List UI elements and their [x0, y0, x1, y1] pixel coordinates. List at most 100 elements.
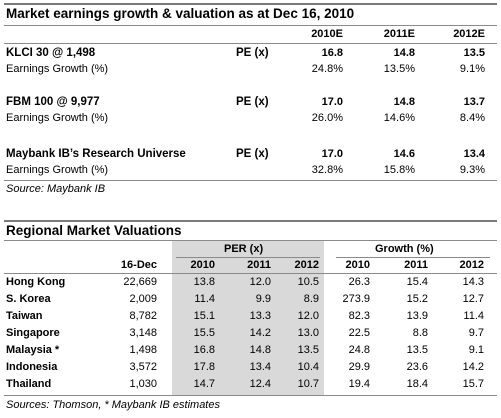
growth-value: 9.1: [468, 344, 484, 356]
per-value: 12.4: [249, 378, 271, 390]
growth-value: 15.8%: [383, 164, 415, 176]
pe-value: 13.7: [463, 96, 485, 108]
index-level: 3,572: [129, 361, 157, 373]
pe-label: PE (x): [236, 96, 269, 108]
market-name: Singapore: [6, 327, 60, 339]
per-value: 14.8: [249, 344, 271, 356]
per-value: 8.9: [303, 293, 319, 305]
growth-value: 82.3: [348, 310, 370, 322]
per-value: 17.8: [193, 361, 215, 373]
per-value: 12.0: [249, 276, 271, 288]
col-header-per-2010: 2010: [190, 259, 215, 271]
pe-label: PE (x): [236, 47, 269, 59]
growth-group-header: Growth (%): [375, 243, 434, 255]
col-header-16-dec: 16-Dec: [120, 259, 157, 271]
pe-label: PE (x): [236, 148, 269, 160]
top-table-title: Market earnings growth & valuation as at…: [6, 6, 355, 21]
growth-value: 11.4: [463, 310, 484, 322]
per-value: 10.5: [297, 276, 319, 288]
per-value: 9.9: [255, 293, 271, 305]
growth-value: 9.7: [468, 327, 484, 339]
col-header-2011e: 2011E: [383, 28, 415, 40]
growth-value: 29.9: [348, 361, 370, 373]
per-value: 10.4: [297, 361, 319, 373]
per-group-header: PER (x): [224, 243, 264, 255]
bottom-table-rule: [4, 395, 497, 396]
col-header-growth-2011: 2011: [404, 259, 428, 271]
col-header-per-2012: 2012: [294, 259, 319, 271]
growth-value: 26.3: [348, 276, 370, 288]
growth-value: 9.3%: [459, 164, 485, 176]
top-bottom-rule: [4, 180, 497, 181]
market-name: Hong Kong: [6, 276, 66, 288]
growth-value: 15.4: [406, 276, 428, 288]
per-value: 16.8: [193, 344, 215, 356]
pe-value: 14.8: [393, 47, 415, 59]
per-shaded-column-band: [172, 240, 324, 395]
growth-value: 8.4%: [459, 112, 485, 124]
group-name: KLCI 30 @ 1,498: [6, 47, 96, 59]
pe-value: 16.8: [321, 47, 343, 59]
pe-value: 14.8: [393, 96, 415, 108]
top-rule: [4, 3, 497, 5]
pe-value: 14.6: [393, 148, 415, 160]
index-level: 1,030: [129, 378, 157, 390]
growth-value: 24.8%: [311, 63, 343, 75]
growth-value: 22.5: [348, 327, 370, 339]
growth-value: 14.6%: [383, 112, 415, 124]
group-name: Maybank IB’s Research Universe: [6, 148, 186, 160]
market-name: Indonesia: [6, 361, 58, 373]
index-level: 1,498: [129, 344, 157, 356]
per-value: 13.4: [249, 361, 271, 373]
per-value: 13.8: [193, 276, 215, 288]
growth-value: 8.8: [412, 327, 428, 339]
growth-value: 18.4: [406, 378, 428, 390]
growth-label: Earnings Growth (%): [6, 164, 109, 176]
per-value: 13.0: [297, 327, 319, 339]
per-value: 15.5: [193, 327, 215, 339]
col-header-2012e: 2012E: [453, 28, 485, 40]
col-header-per-2011: 2011: [247, 259, 271, 271]
growth-group-underline: [336, 257, 490, 258]
bottom-source-note: Sources: Thomson, * Maybank IB estimates: [6, 399, 220, 411]
growth-label: Earnings Growth (%): [6, 112, 109, 124]
per-value: 10.7: [297, 378, 319, 390]
bottom-header-rule: [4, 273, 497, 274]
bottom-title-underline: [4, 240, 497, 241]
per-value: 12.0: [297, 310, 319, 322]
market-name: S. Korea: [6, 293, 51, 305]
index-level: 22,669: [123, 276, 157, 288]
growth-value: 14.2: [462, 361, 484, 373]
bottom-rule-top: [4, 220, 497, 222]
per-value: 15.1: [193, 310, 215, 322]
per-value: 13.3: [249, 310, 271, 322]
growth-value: 13.5: [406, 344, 428, 356]
growth-value: 19.4: [348, 378, 370, 390]
growth-value: 15.7: [462, 378, 484, 390]
index-level: 3,148: [129, 327, 157, 339]
index-level: 2,009: [129, 293, 157, 305]
per-value: 14.2: [249, 327, 271, 339]
per-group-underline: [176, 257, 320, 258]
growth-value: 23.6: [406, 361, 428, 373]
growth-value: 32.8%: [311, 164, 343, 176]
growth-value: 13.9: [406, 310, 428, 322]
growth-value: 13.5%: [383, 63, 415, 75]
pe-value: 13.4: [463, 148, 485, 160]
per-value: 11.4: [194, 293, 215, 305]
growth-value: 14.3: [462, 276, 484, 288]
market-name: Thailand: [6, 378, 52, 390]
growth-value: 9.1%: [459, 63, 485, 75]
market-name: Taiwan: [6, 310, 43, 322]
index-level: 8,782: [129, 310, 157, 322]
per-value: 14.7: [193, 378, 215, 390]
growth-value: 12.7: [462, 293, 484, 305]
market-name: Malaysia *: [6, 344, 60, 356]
top-source-note: Source: Maybank IB: [6, 183, 106, 195]
bottom-table-title: Regional Market Valuations: [6, 223, 182, 238]
growth-label: Earnings Growth (%): [6, 63, 109, 75]
col-header-growth-2010: 2010: [345, 259, 370, 271]
per-value: 13.5: [297, 344, 319, 356]
pe-value: 17.0: [321, 148, 343, 160]
col-header-growth-2012: 2012: [459, 259, 484, 271]
